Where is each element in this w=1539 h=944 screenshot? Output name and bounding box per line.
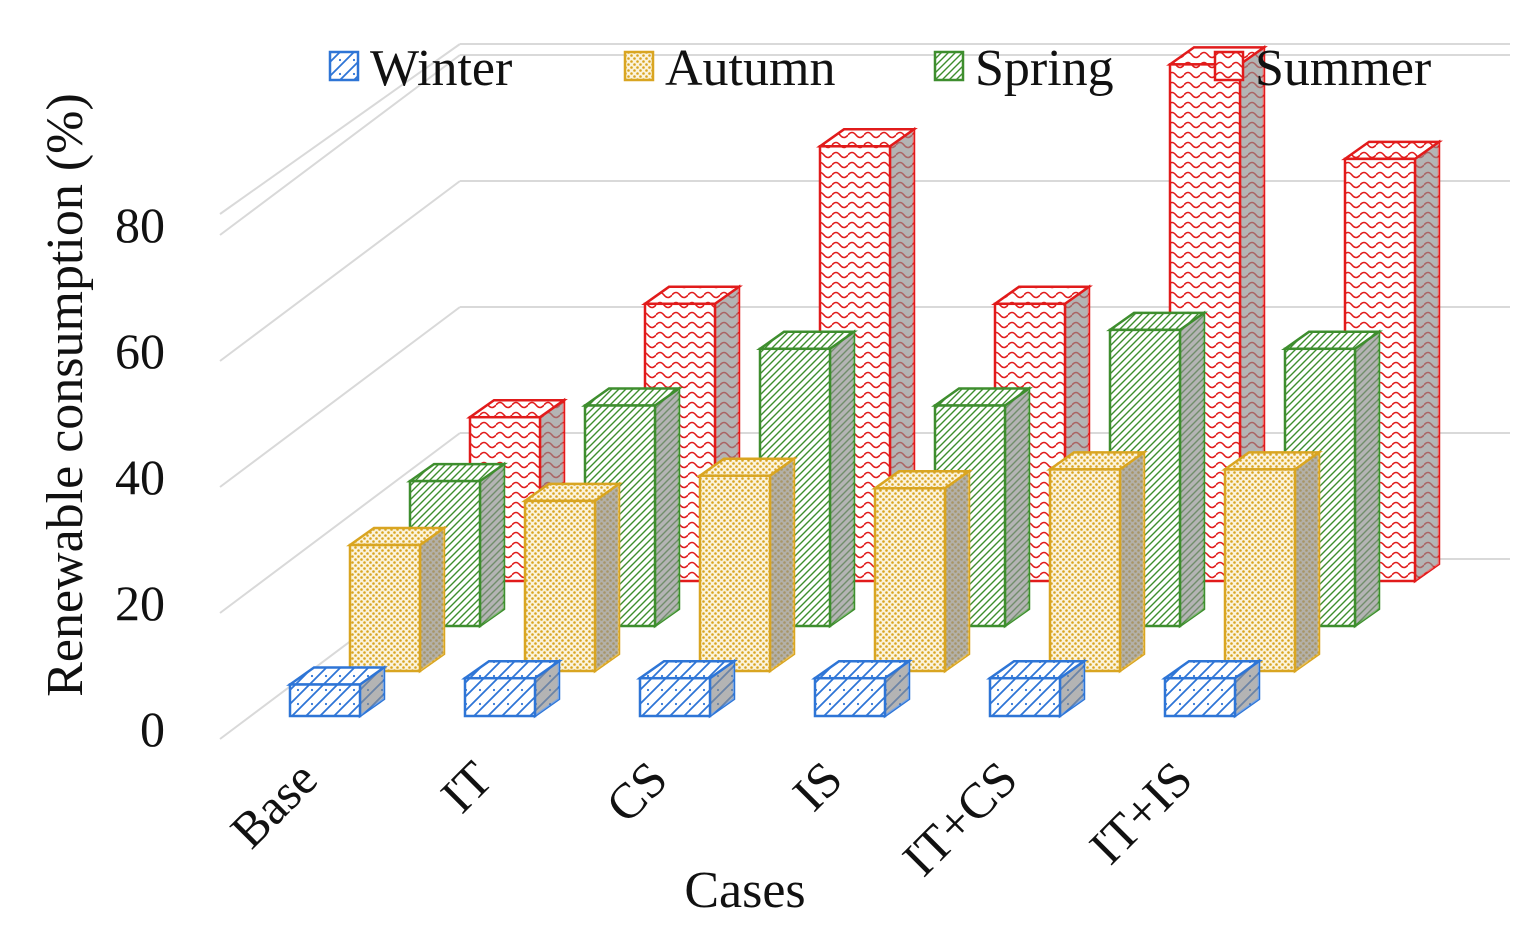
bar-front [813, 676, 887, 718]
bar-front [873, 487, 947, 673]
bar-side-texture [1120, 452, 1144, 671]
x-axis-title: Cases [684, 862, 805, 919]
bar-autumn-it-is [1221, 449, 1323, 674]
bar-winter-cs [636, 658, 738, 719]
bar-front [288, 683, 362, 718]
bar-front [463, 676, 537, 718]
grid-diagonal [219, 43, 461, 215]
bar-autumn-it-cs [1046, 449, 1148, 674]
legend-label-winter: Winter [370, 40, 512, 97]
bar-winter-base [286, 665, 388, 719]
legend-swatch-summer [1213, 50, 1245, 82]
legend-swatch-spring [933, 50, 965, 82]
bar-side-texture [595, 483, 619, 671]
bar-side-texture [420, 528, 444, 671]
grid-diagonal [219, 432, 461, 614]
bar-front [523, 499, 597, 673]
grid-diagonal [219, 54, 461, 236]
bar-winter-it [461, 658, 563, 719]
bar-side-texture [1180, 312, 1204, 626]
y-tick-label: 80 [115, 197, 165, 253]
bar-winter-it-is [1161, 658, 1263, 719]
y-tick-label: 60 [115, 323, 165, 379]
bar-side-texture [830, 331, 854, 626]
bar-autumn-is [871, 468, 973, 674]
bar-spring-cs [756, 329, 858, 629]
bar-side-texture [1240, 47, 1264, 581]
grid-diagonal [219, 306, 461, 488]
legend-swatch-winter [328, 50, 360, 82]
bar-front [698, 474, 772, 673]
bar-front [988, 676, 1062, 718]
bar-front [348, 543, 422, 673]
y-tick-label: 0 [140, 701, 165, 757]
bar-side-texture [360, 667, 384, 716]
bar-winter-it-cs [986, 658, 1088, 719]
x-tick-label: IT [430, 750, 503, 823]
bar-side-texture [945, 471, 969, 671]
bar-side-texture [770, 458, 794, 671]
bar-side-texture [655, 388, 679, 626]
bar-side-texture [1005, 388, 1029, 626]
bar-autumn-it [521, 481, 623, 674]
x-tick-label: IS [782, 750, 853, 821]
x-tick-label: Base [219, 750, 327, 858]
legend-label-spring: Spring [975, 40, 1114, 97]
bars [286, 44, 1443, 719]
bar-front [1048, 468, 1122, 673]
y-tick-label: 40 [115, 449, 165, 505]
legend: Winter Autumn Spring Summer [328, 40, 1431, 97]
legend-label-summer: Summer [1255, 40, 1431, 97]
bar-side-texture [1415, 141, 1439, 581]
y-axis-ticks: 0 20 40 60 80 [115, 197, 165, 757]
y-axis-title: Renewable consumption (%) [37, 93, 94, 697]
y-tick-label: 20 [115, 575, 165, 631]
x-tick-label: IT+CS [892, 750, 1028, 886]
bar-front [1223, 468, 1297, 673]
grid-diagonal [219, 180, 461, 362]
bar-front [1163, 676, 1237, 718]
bar-side-texture [890, 129, 914, 582]
bar-winter-is [811, 658, 913, 719]
legend-swatch-autumn [623, 50, 655, 82]
bar-side-texture [1355, 331, 1379, 626]
bar-side-texture [480, 464, 504, 626]
bar-autumn-base [346, 525, 448, 674]
x-tick-label: CS [595, 750, 678, 833]
legend-label-autumn: Autumn [665, 40, 835, 97]
bar-front [638, 676, 712, 718]
bar-autumn-cs [696, 456, 798, 674]
bar-side-texture [1295, 452, 1319, 671]
x-tick-label: IT+IS [1078, 750, 1202, 874]
